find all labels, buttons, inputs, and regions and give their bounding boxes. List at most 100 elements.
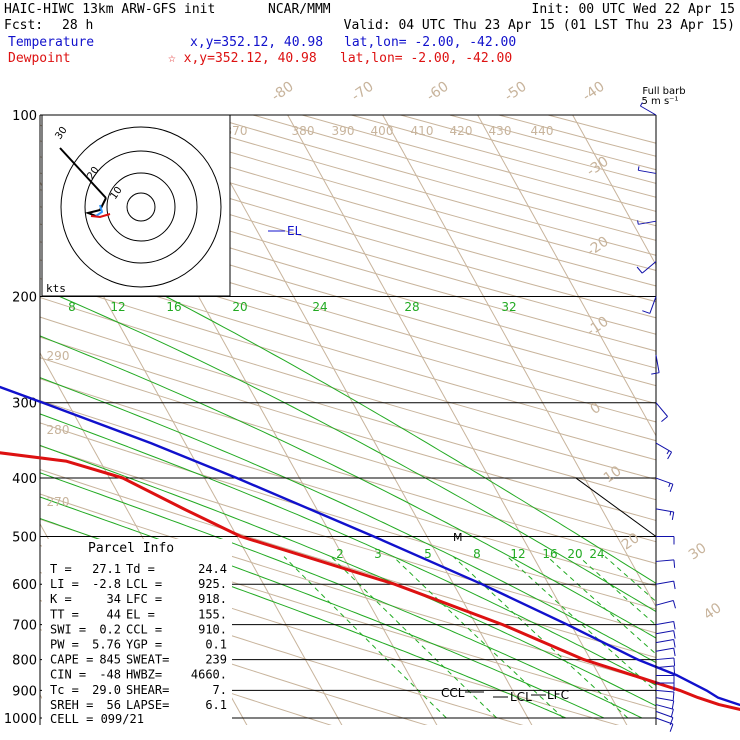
pressure-tick-label: 100 bbox=[12, 109, 37, 124]
hodograph-ring-20 bbox=[106, 172, 176, 242]
wind-barb-feather bbox=[669, 717, 674, 726]
header-model: HAIC-HIWC 13km ARW-GFS init bbox=[4, 2, 215, 17]
lfc-marker-label: LFC bbox=[547, 688, 569, 702]
mixing-ratio-top-label: 8 bbox=[68, 300, 76, 314]
dewpoint-profile bbox=[0, 451, 740, 711]
moist-adiabat-line bbox=[165, 296, 656, 584]
pressure-tick-label: 1000 bbox=[4, 712, 37, 727]
wind-barb-staff bbox=[638, 169, 657, 174]
parcel-row-key: CAPE = bbox=[50, 653, 93, 667]
wind-barb-half-feather bbox=[637, 220, 639, 225]
wind-barb-feather bbox=[673, 581, 676, 590]
wind-barb-staff bbox=[655, 647, 674, 652]
mixing-ratio-top-label: 32 bbox=[501, 300, 516, 314]
wind-barb bbox=[655, 710, 674, 726]
isotherm-label: -50 bbox=[502, 79, 530, 105]
parcel-row-value: 34 bbox=[107, 592, 121, 606]
plot-boundary-line bbox=[575, 477, 657, 537]
header-init: Init: 00 UTC Wed 22 Apr 15 bbox=[532, 2, 736, 17]
pressure-tick-label: 300 bbox=[12, 397, 37, 412]
dry-adiabat-line bbox=[40, 399, 656, 587]
moist-adiabat-line bbox=[40, 517, 567, 719]
wind-barb bbox=[655, 477, 674, 492]
wind-barb-feather bbox=[669, 723, 674, 732]
isotherm-label: -80 bbox=[269, 79, 297, 105]
parcel-row-value: 44 bbox=[107, 607, 121, 621]
profile-markers: EL M CCL LCL LFC bbox=[268, 224, 569, 704]
pressure-tick-label: 800 bbox=[12, 654, 37, 669]
wind-barb-feather bbox=[642, 310, 651, 314]
dry-adiabat-lines bbox=[40, 115, 656, 725]
dry-adiabat-line bbox=[40, 241, 656, 423]
wind-barb-staff bbox=[649, 296, 657, 314]
dry-adiabat-line bbox=[40, 296, 656, 481]
wind-barb-staff bbox=[655, 477, 674, 485]
wind-barb-half-feather bbox=[668, 483, 671, 488]
mixing-ratio-line bbox=[578, 556, 656, 626]
wind-barb-staff bbox=[655, 600, 674, 606]
isotherm-line bbox=[382, 115, 656, 608]
wind-barb-staff bbox=[655, 354, 660, 373]
legend-temperature-xy: x,y=352.12, 40.98 bbox=[190, 35, 323, 50]
theta-label: 380 bbox=[292, 124, 315, 138]
wind-barb-staff bbox=[655, 657, 674, 661]
wind-barb bbox=[655, 442, 673, 460]
pressure-tick-label: 400 bbox=[12, 472, 37, 487]
mixing-ratio-low-label: 3 bbox=[374, 547, 382, 561]
mixing-ratio-top-label: 28 bbox=[404, 300, 419, 314]
isotherm-label: 20 bbox=[619, 530, 643, 553]
parcel-row-value2: 6.1 bbox=[205, 698, 227, 712]
pressure-tick-label: 200 bbox=[12, 291, 37, 306]
legend-temperature-latlon: lat,lon= -2.00, -42.00 bbox=[344, 35, 516, 50]
wind-barb bbox=[655, 665, 676, 675]
parcel-row-value: 56 bbox=[107, 698, 121, 712]
parcel-row-value2: 24.4 bbox=[198, 562, 227, 576]
dry-adiabat-line bbox=[40, 316, 656, 501]
wind-barb bbox=[637, 220, 657, 225]
parcel-row-value2: 155. bbox=[198, 607, 227, 621]
mixing-ratio-line bbox=[453, 556, 629, 719]
wind-barb-feather bbox=[661, 416, 668, 423]
wind-barb bbox=[636, 261, 657, 274]
legend-dewpoint-label: Dewpoint bbox=[8, 51, 71, 66]
parcel-row-key2: YGP = bbox=[126, 638, 162, 652]
dry-adiabat-line bbox=[40, 336, 656, 521]
mixing-ratio-top-label: 12 bbox=[110, 300, 125, 314]
barb-header-line2: 5 m s⁻¹ bbox=[642, 96, 679, 107]
parcel-row-value: -2.8 bbox=[92, 577, 121, 591]
pressure-tick-label: 700 bbox=[12, 619, 37, 634]
wind-barb-feather bbox=[672, 600, 676, 609]
wind-barb bbox=[655, 689, 675, 700]
wind-barb bbox=[642, 296, 657, 314]
wind-barb-feather bbox=[651, 372, 660, 375]
wind-barb-feather bbox=[671, 700, 675, 709]
wind-barb-feather bbox=[672, 691, 675, 700]
mixing-ratio-top-label: 16 bbox=[166, 300, 181, 314]
wind-barb-staff bbox=[655, 630, 674, 635]
wind-barb-feather bbox=[673, 630, 676, 639]
wind-barb-staff bbox=[655, 639, 674, 644]
wind-barb bbox=[651, 354, 660, 375]
hodograph-ring-40 bbox=[60, 126, 222, 288]
wind-barb bbox=[655, 697, 675, 709]
dry-adiabat-line bbox=[40, 469, 656, 659]
theta-label: 390 bbox=[332, 124, 355, 138]
parcel-info: Parcel Info T = 27.1 Td = 24.4 LI = -2.8 LCL = 9… bbox=[50, 541, 227, 726]
wind-barb bbox=[655, 657, 676, 667]
mixing-ratio-line bbox=[283, 556, 447, 719]
wind-barb bbox=[656, 674, 675, 684]
isotherm-line bbox=[572, 115, 656, 266]
parcel-row-key: PW = bbox=[50, 638, 79, 652]
dry-adiabat-line bbox=[40, 206, 656, 387]
wind-barb bbox=[655, 639, 676, 648]
parcel-row-value2: 239 bbox=[205, 653, 227, 667]
hodograph-trace-mid bbox=[84, 197, 107, 217]
mixing-ratio-top-label: 24 bbox=[312, 300, 327, 314]
dry-adiabat-line bbox=[40, 599, 428, 725]
parcel-row-key: TT = bbox=[50, 607, 79, 621]
legend-temperature-label: Temperature bbox=[8, 35, 94, 50]
dry-adiabat-line bbox=[40, 571, 524, 725]
wind-barb-feather bbox=[670, 709, 674, 718]
isotherm-line bbox=[652, 87, 740, 730]
legend-dewpoint-latlon: lat,lon= -2.00, -42.00 bbox=[340, 51, 512, 66]
